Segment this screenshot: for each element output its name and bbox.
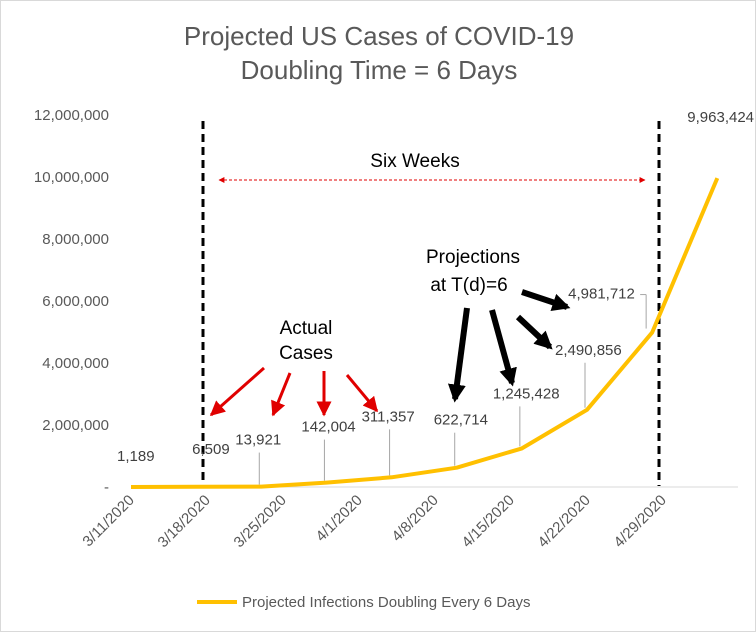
six-weeks-label: Six Weeks	[370, 151, 459, 172]
y-tick-label: 12,000,000	[34, 107, 109, 124]
data-labels: 1,189 6,509 13,921 142,004 311,357 622,714 1,2…	[117, 109, 754, 465]
data-label: 1,189	[117, 448, 155, 465]
data-label: 2,490,856	[555, 342, 622, 359]
chart-subtitle: Doubling Time = 6 Days	[241, 55, 518, 85]
x-tick-label: 4/1/2020	[313, 492, 366, 545]
data-label: 13,921	[235, 432, 281, 449]
projections-arrow	[521, 289, 571, 311]
data-label: 1,245,428	[493, 385, 560, 402]
data-label: 6,509	[192, 441, 230, 458]
actual-cases-arrows	[209, 366, 379, 417]
x-tick-label: 3/25/2020	[231, 492, 290, 551]
y-tick-label: 2,000,000	[42, 417, 109, 434]
y-tick-label: 10,000,000	[34, 169, 109, 186]
y-tick-label: 4,000,000	[42, 355, 109, 372]
actual-cases-label-line1: Actual	[280, 318, 333, 339]
actual-cases-arrow	[345, 374, 379, 413]
actual-cases-arrow	[209, 366, 265, 417]
legend: Projected Infections Doubling Every 6 Da…	[197, 594, 530, 611]
data-label: 9,963,424	[687, 109, 754, 126]
y-axis: - 2,000,000 4,000,000 6,000,000 8,000,000 10,…	[34, 107, 109, 496]
projections-arrow	[489, 309, 517, 387]
data-label: 142,004	[301, 419, 355, 436]
data-label: 622,714	[434, 412, 488, 429]
y-tick-label: 6,000,000	[42, 293, 109, 310]
projections-label-line1: Projections	[426, 247, 520, 268]
projections-label-line2: at T(d)=6	[430, 275, 507, 296]
boundary-lines	[201, 121, 661, 486]
y-tick-label: 8,000,000	[42, 231, 109, 248]
series-line	[130, 177, 720, 489]
x-tick-label: 4/29/2020	[611, 492, 670, 551]
projections-arrows	[447, 289, 571, 403]
chart-title: Projected US Cases of COVID-19	[184, 21, 574, 51]
actual-cases-label-line2: Cases	[279, 343, 333, 364]
x-tick-label: 4/15/2020	[459, 492, 518, 551]
legend-label: Projected Infections Doubling Every 6 Da…	[242, 594, 530, 611]
data-label: 4,981,712	[568, 286, 635, 303]
x-tick-label: 3/11/2020	[79, 492, 137, 550]
projections-arrow	[447, 307, 470, 403]
x-tick-label: 4/22/2020	[535, 492, 594, 551]
x-axis: 3/11/2020 3/18/2020 3/25/2020 4/1/2020 4/8/2…	[79, 492, 669, 551]
y-tick-label: -	[104, 479, 109, 496]
data-label: 311,357	[362, 408, 415, 425]
actual-cases-arrow	[271, 372, 292, 417]
projections-arrow	[515, 314, 553, 350]
x-tick-label: 3/18/2020	[155, 492, 214, 551]
data-label-leaders	[258, 294, 647, 485]
x-tick-label: 4/8/2020	[389, 492, 442, 545]
